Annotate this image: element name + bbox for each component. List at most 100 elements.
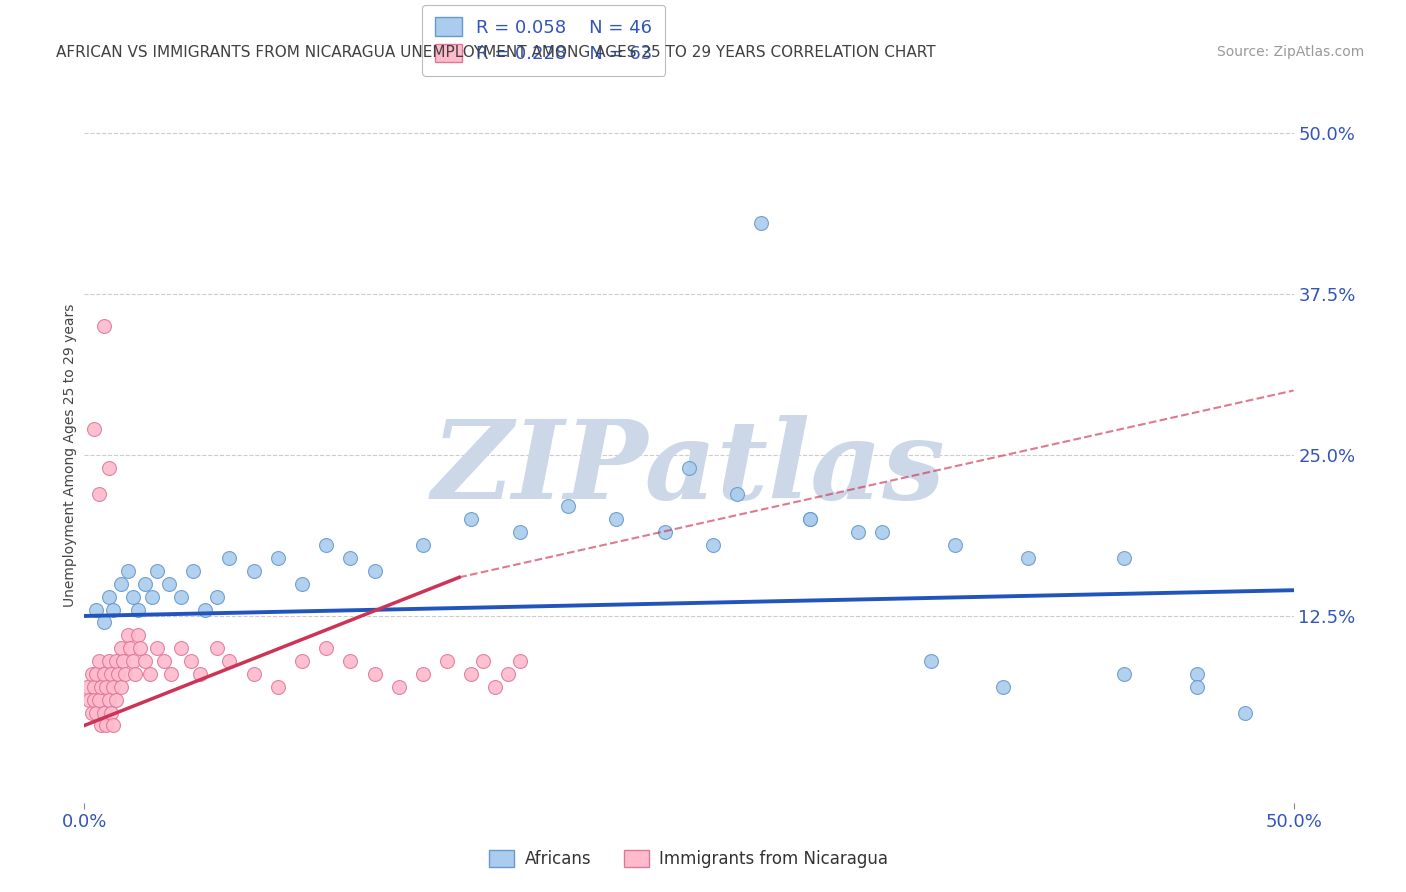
Point [110, 680, 132, 694]
Point [267, 680, 290, 694]
Text: Source: ZipAtlas.com: Source: ZipAtlas.com [1216, 45, 1364, 59]
Point [920, 654, 942, 668]
Point [127, 628, 149, 642]
Point [127, 602, 149, 616]
Point [1185, 667, 1208, 681]
Point [242, 564, 264, 578]
Point [242, 667, 264, 681]
Point [872, 525, 894, 540]
Point [141, 590, 163, 604]
Point [170, 590, 193, 604]
Point [339, 551, 361, 566]
Point [83, 422, 105, 436]
Point [194, 602, 217, 616]
Point [509, 654, 531, 668]
Point [339, 654, 361, 668]
Point [97, 590, 120, 604]
Point [1017, 551, 1039, 566]
Point [678, 460, 700, 475]
Point [107, 667, 129, 681]
Point [110, 576, 132, 591]
Point [110, 641, 132, 656]
Point [315, 538, 337, 552]
Point [146, 564, 169, 578]
Point [363, 667, 385, 681]
Point [472, 654, 495, 668]
Point [100, 667, 122, 681]
Point [412, 667, 434, 681]
Point [218, 654, 240, 668]
Point [496, 667, 519, 681]
Point [1114, 551, 1136, 566]
Point [80, 706, 103, 720]
Point [87, 654, 110, 668]
Point [93, 319, 115, 334]
Point [90, 718, 112, 732]
Point [725, 486, 748, 500]
Point [799, 512, 821, 526]
Point [114, 667, 136, 681]
Point [134, 654, 156, 668]
Point [100, 706, 122, 720]
Point [121, 590, 143, 604]
Point [97, 692, 120, 706]
Y-axis label: Unemployment Among Ages 25 to 29 years: Unemployment Among Ages 25 to 29 years [63, 303, 77, 607]
Point [93, 667, 115, 681]
Point [120, 641, 142, 656]
Point [799, 512, 821, 526]
Point [94, 680, 117, 694]
Point [129, 641, 152, 656]
Point [87, 692, 110, 706]
Point [180, 654, 202, 668]
Point [157, 576, 180, 591]
Point [484, 680, 506, 694]
Point [993, 680, 1015, 694]
Point [93, 706, 115, 720]
Point [509, 525, 531, 540]
Point [943, 538, 966, 552]
Point [751, 216, 773, 230]
Point [104, 654, 127, 668]
Point [86, 706, 108, 720]
Point [117, 564, 139, 578]
Point [291, 576, 314, 591]
Point [1114, 667, 1136, 681]
Point [121, 654, 143, 668]
Point [103, 680, 125, 694]
Point [86, 667, 108, 681]
Point [170, 641, 193, 656]
Point [267, 551, 290, 566]
Point [460, 512, 482, 526]
Point [190, 667, 212, 681]
Point [103, 602, 125, 616]
Point [112, 654, 135, 668]
Point [160, 667, 183, 681]
Point [134, 576, 156, 591]
Point [218, 551, 240, 566]
Point [76, 680, 98, 694]
Point [436, 654, 458, 668]
Legend: Africans, Immigrants from Nicaragua: Africans, Immigrants from Nicaragua [479, 839, 898, 878]
Point [207, 590, 229, 604]
Point [104, 692, 127, 706]
Point [388, 680, 411, 694]
Point [86, 602, 108, 616]
Point [605, 512, 627, 526]
Point [97, 460, 120, 475]
Point [207, 641, 229, 656]
Point [103, 718, 125, 732]
Point [363, 564, 385, 578]
Point [93, 615, 115, 630]
Point [153, 654, 176, 668]
Point [1185, 680, 1208, 694]
Point [846, 525, 869, 540]
Point [181, 564, 204, 578]
Point [97, 654, 120, 668]
Point [80, 667, 103, 681]
Point [138, 667, 160, 681]
Point [83, 692, 105, 706]
Point [291, 654, 314, 668]
Point [77, 692, 100, 706]
Point [117, 628, 139, 642]
Point [702, 538, 724, 552]
